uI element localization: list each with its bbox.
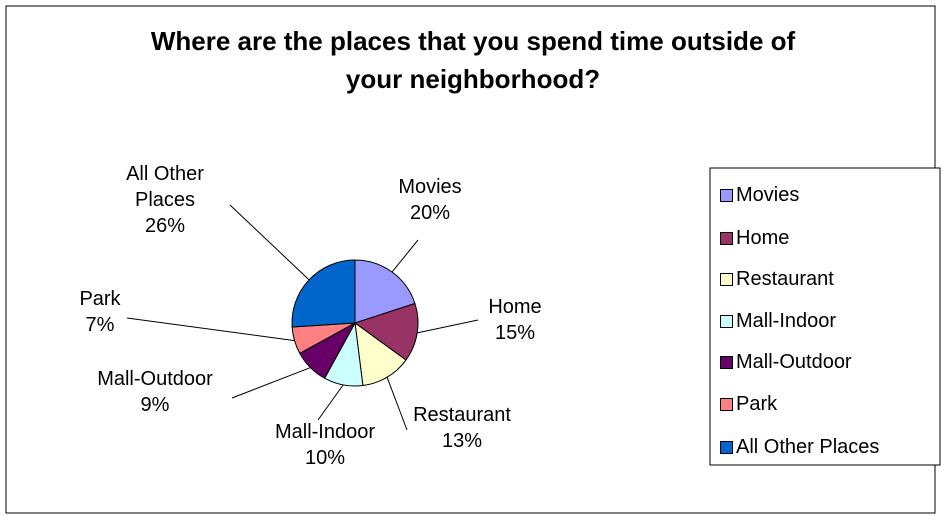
legend-swatch (720, 189, 733, 202)
data-label-value: 7% (85, 314, 115, 336)
legend-label: All Other Places (736, 436, 880, 458)
data-label-value: 26% (144, 215, 186, 237)
data-label: Home 15% (488, 294, 541, 346)
data-label-name: Restaurant (413, 404, 511, 426)
legend-label: Restaurant (736, 268, 834, 290)
legend-swatch (720, 273, 733, 286)
legend-label: Home (736, 227, 790, 249)
data-label-name: Mall-Outdoor (97, 368, 213, 390)
leader-line (229, 204, 310, 281)
pie-slice (353, 302, 419, 361)
data-label: Mall-Indoor 10% (275, 419, 375, 471)
data-label-value: 13% (441, 430, 483, 452)
leader-line (231, 367, 311, 399)
legend-label: Mall-Outdoor (736, 351, 852, 373)
data-label: Mall-Outdoor 9% (97, 366, 213, 418)
legend-swatch (720, 315, 733, 328)
legend-box (709, 167, 941, 466)
data-label: Park 7% (79, 286, 120, 338)
legend-label: Mall-Indoor (736, 310, 837, 332)
data-label-value: 9% (140, 394, 170, 416)
leader-line (391, 239, 419, 273)
leader-line (386, 377, 408, 431)
data-label: Movies 20% (398, 174, 461, 226)
data-label-name: Mall-Indoor (274, 421, 376, 443)
data-label-name: All Other Places (126, 163, 204, 211)
legend-swatch (720, 441, 733, 454)
legend-swatch (720, 232, 733, 245)
data-label: All Other Places 26% (110, 161, 220, 239)
legend-label: Park (736, 393, 778, 415)
legend-label: Movies (736, 184, 800, 206)
chart-title: Where are the places that you spend time… (150, 26, 796, 94)
data-label-value: 20% (409, 202, 451, 224)
leader-line (417, 319, 479, 334)
leader-line (317, 384, 344, 421)
data-label-value: 10% (304, 447, 346, 469)
data-label-name: Movies (398, 176, 462, 198)
legend-swatch (720, 398, 733, 411)
data-label-name: Park (79, 288, 121, 310)
leader-line (126, 317, 295, 342)
data-label-value: 15% (494, 322, 536, 344)
data-label-name: Home (488, 296, 542, 318)
legend-swatch (720, 356, 733, 369)
data-label: Restaurant 13% (413, 402, 511, 454)
